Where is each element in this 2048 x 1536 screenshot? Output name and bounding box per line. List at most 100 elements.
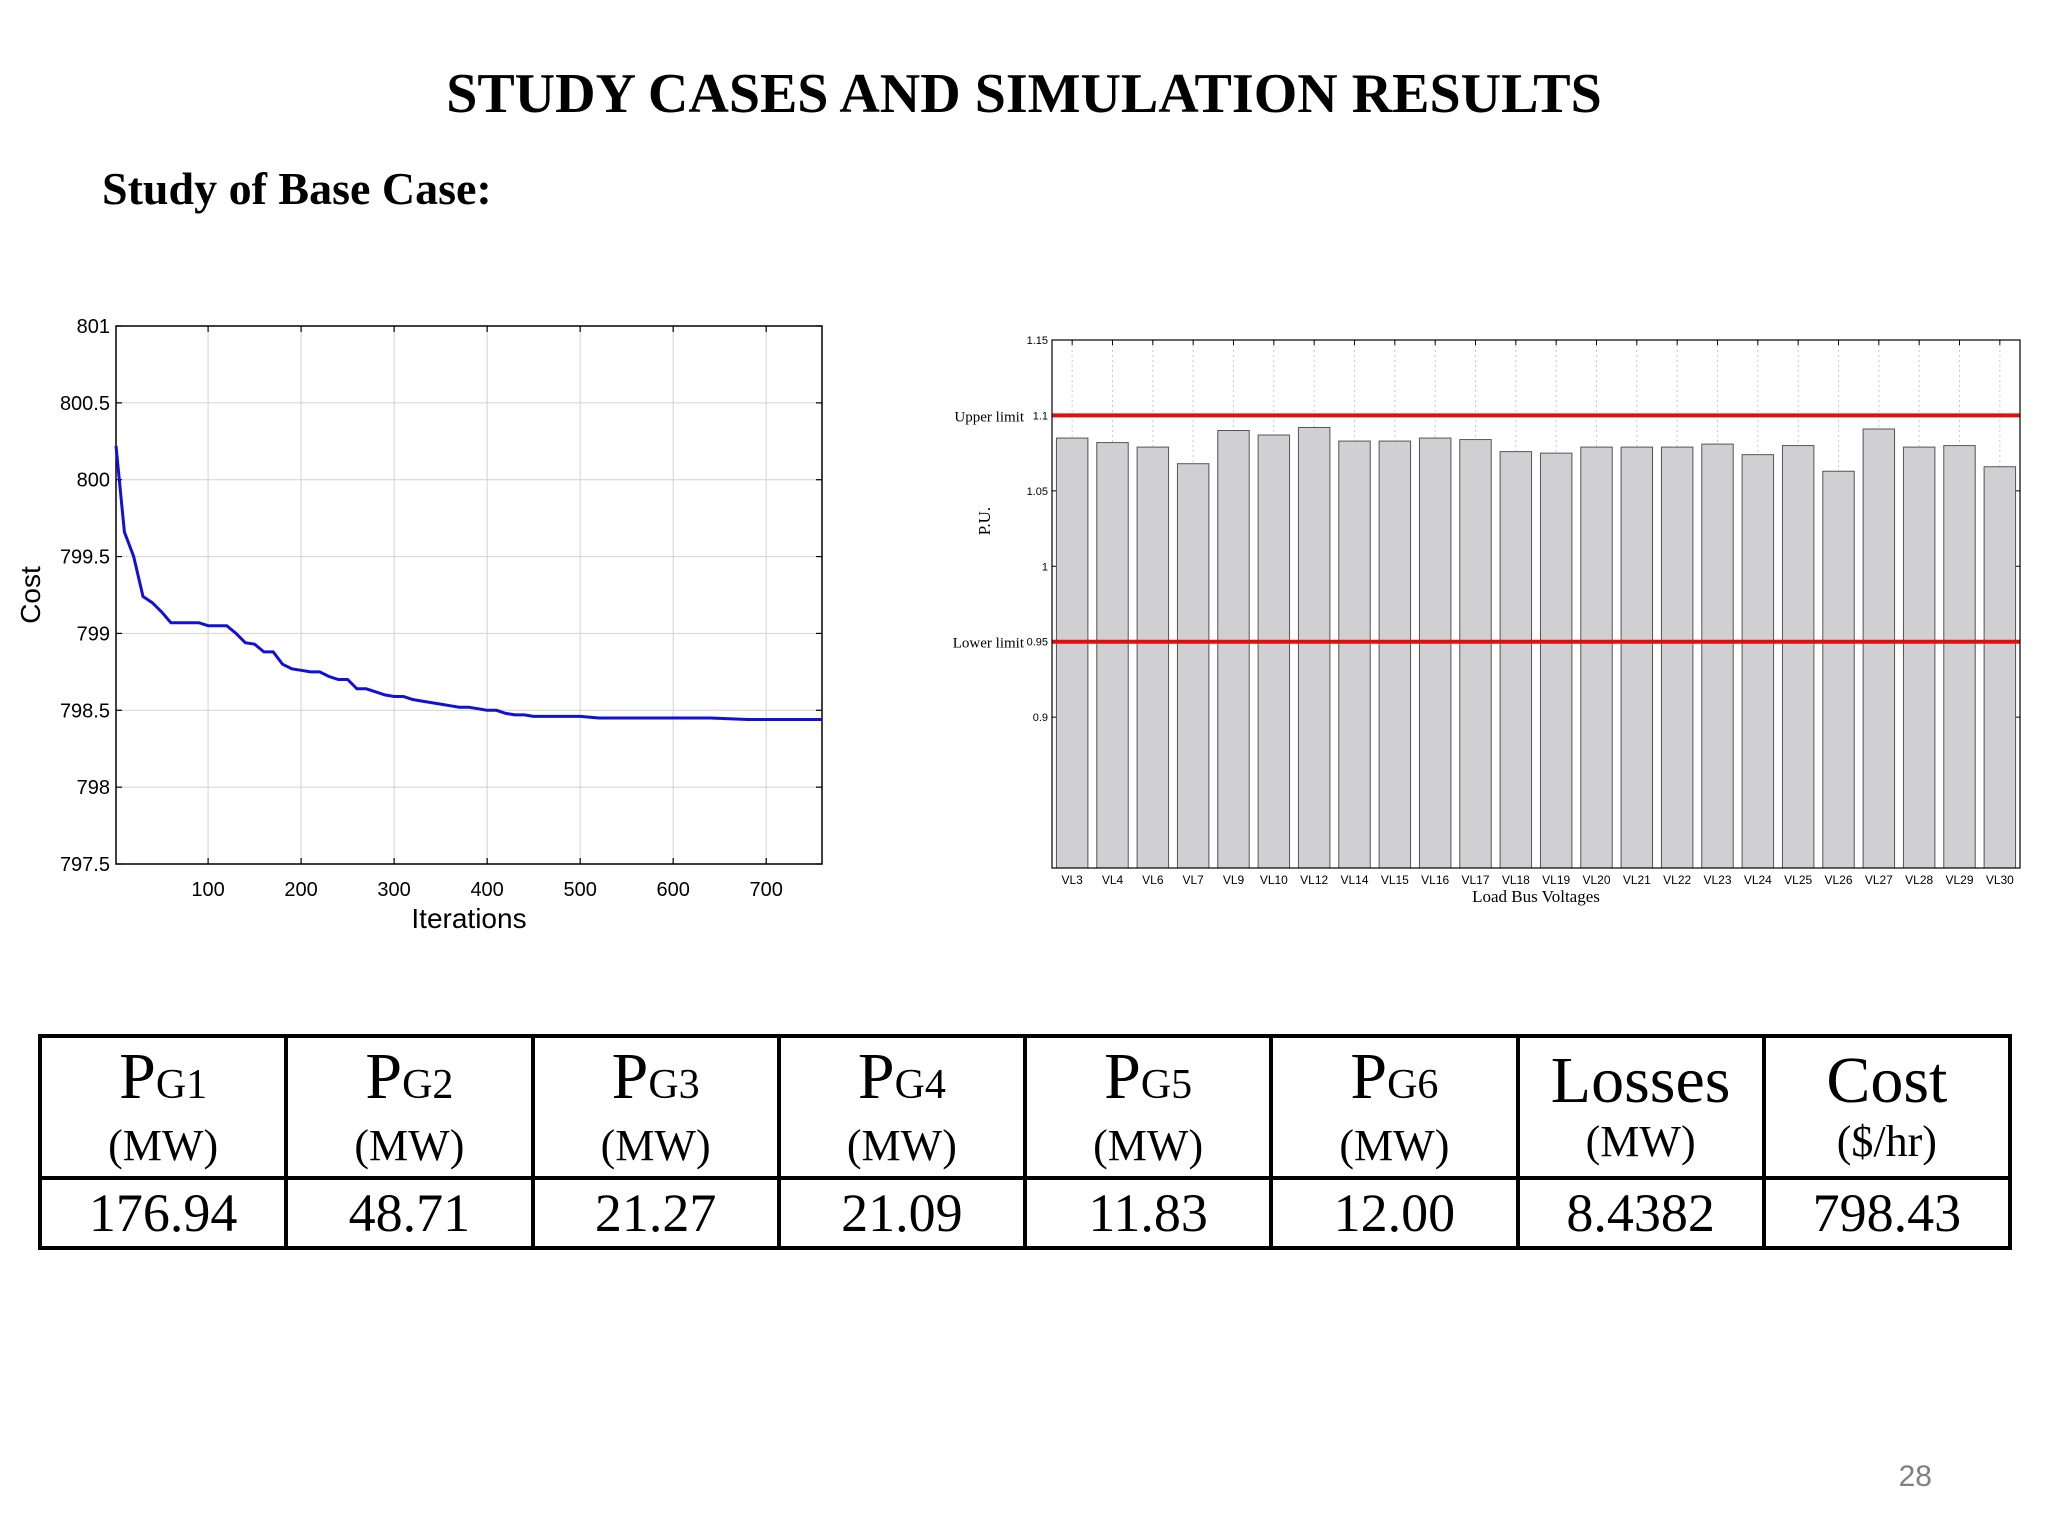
cost-series-line [114, 445, 822, 721]
header-pg4-main: P [857, 1040, 895, 1113]
x-tick-label: 700 [750, 879, 783, 901]
value-pg1: 176.94 [37, 1176, 289, 1250]
header-pg3: PG3 (MW) [530, 1034, 781, 1180]
bar-vl9 [1217, 430, 1250, 869]
header-pg4: PG4 (MW) [776, 1034, 1028, 1180]
bar-vl26 [1822, 470, 1855, 869]
header-pg5-main: P [1104, 1040, 1141, 1113]
header-pg1: PG1 (MW) [37, 1034, 289, 1180]
x-tick-label: VL28 [1905, 873, 1933, 887]
y-tick-label: 0.9 [1033, 712, 1048, 724]
value-pg4: 21.09 [776, 1176, 1028, 1250]
y-tick-label: 801 [77, 316, 110, 338]
header-pg1-unit: (MW) [108, 1121, 219, 1170]
value-cost: 798.43 [1761, 1176, 2013, 1250]
y-tick-label: 1.05 [1027, 486, 1048, 498]
bar-vl12 [1297, 426, 1331, 869]
header-pg5: PG5 (MW) [1022, 1034, 1274, 1180]
header-pg1-sub: G1 [155, 1062, 208, 1108]
bar-vl22 [1660, 446, 1694, 869]
header-cost: Cost ($/hr) [1761, 1034, 2013, 1180]
x-tick-label: VL12 [1300, 873, 1328, 887]
bar-vl7 [1176, 463, 1210, 869]
y-axis-label: P.U. [975, 507, 994, 535]
x-tick-label: 600 [656, 879, 689, 901]
header-losses: Losses (MW) [1515, 1034, 1766, 1180]
x-tick-label: VL23 [1703, 873, 1731, 887]
x-axis-label: Iterations [411, 903, 526, 934]
bar-vl24 [1741, 454, 1775, 869]
bar-vl10 [1257, 434, 1291, 869]
header-pg1-main: P [119, 1040, 156, 1113]
y-tick-label: 0.95 [1027, 637, 1048, 649]
bar-vl20 [1580, 446, 1613, 869]
bar-vl17 [1459, 439, 1492, 869]
header-pg5-sub: G5 [1140, 1062, 1193, 1108]
x-tick-label: VL29 [1945, 873, 1973, 887]
x-tick-label: VL10 [1260, 873, 1288, 887]
x-axis-label: Load Bus Voltages [1472, 887, 1600, 906]
header-pg2-main: P [365, 1040, 403, 1113]
page-number: 28 [1898, 1460, 1932, 1493]
results-table: PG1 (MW) PG2 (MW) PG3 (MW) PG4 (MW) PG5 … [37, 1034, 2013, 1250]
header-pg4-unit: (MW) [846, 1121, 957, 1170]
value-pg3: 21.27 [530, 1176, 781, 1250]
header-pg2: PG2 (MW) [284, 1034, 535, 1180]
x-tick-label: VL24 [1744, 873, 1772, 887]
x-tick-label: VL4 [1102, 873, 1124, 887]
plot-frame [115, 325, 823, 865]
x-tick-label: 300 [377, 879, 410, 901]
header-pg2-unit: (MW) [354, 1121, 465, 1170]
y-tick-label: 800.5 [60, 393, 110, 415]
table-header-row: PG1 (MW) PG2 (MW) PG3 (MW) PG4 (MW) PG5 … [37, 1034, 2013, 1180]
x-tick-label: VL27 [1865, 873, 1893, 887]
x-tick-label: VL9 [1223, 873, 1245, 887]
x-tick-label: VL7 [1182, 873, 1204, 887]
y-tick-label: 798 [77, 777, 110, 799]
y-tick-label: 798.5 [60, 700, 110, 722]
bar-vl28 [1902, 446, 1936, 869]
y-tick-label: 1.15 [1027, 335, 1048, 347]
x-tick-label: 400 [470, 879, 503, 901]
bar-vl27 [1862, 428, 1896, 869]
header-pg3-unit: (MW) [600, 1121, 711, 1170]
y-tick-label: 800 [77, 470, 110, 492]
header-losses-main: Losses [1550, 1044, 1731, 1117]
x-tick-label: VL17 [1461, 873, 1489, 887]
header-pg2-sub: G2 [402, 1062, 454, 1108]
y-tick-label: 799.5 [60, 547, 110, 569]
bar-vl21 [1620, 446, 1654, 869]
x-tick-label: VL21 [1623, 873, 1651, 887]
x-tick-label: 500 [563, 879, 596, 901]
x-tick-label: 200 [284, 879, 317, 901]
header-cost-unit: ($/hr) [1836, 1117, 1937, 1166]
value-pg6: 12.00 [1269, 1176, 1520, 1250]
bar-vl23 [1701, 443, 1734, 869]
header-losses-unit: (MW) [1585, 1117, 1696, 1166]
value-losses: 8.4382 [1515, 1176, 1766, 1250]
slide-title: STUDY CASES AND SIMULATION RESULTS [446, 63, 1602, 125]
y-tick-label: 799 [77, 623, 110, 645]
bar-vl16 [1418, 437, 1452, 869]
bar-vl25 [1781, 445, 1815, 869]
table-row: 176.94 48.71 21.27 21.09 11.83 12.00 8.4… [37, 1176, 2013, 1250]
header-pg5-unit: (MW) [1093, 1121, 1204, 1170]
header-pg6: PG6 (MW) [1269, 1034, 1520, 1180]
value-pg5: 11.83 [1022, 1176, 1274, 1250]
x-tick-label: VL30 [1986, 873, 2014, 887]
x-tick-label: VL19 [1542, 873, 1570, 887]
x-tick-label: VL6 [1142, 873, 1164, 887]
x-tick-label: 100 [191, 879, 224, 901]
header-pg6-main: P [1350, 1040, 1388, 1113]
header-pg4-sub: G4 [894, 1062, 946, 1108]
x-tick-label: VL16 [1421, 873, 1449, 887]
bar-vl3 [1055, 437, 1089, 869]
bar-vl14 [1338, 440, 1371, 869]
bar-vl29 [1943, 445, 1976, 869]
bar-vl30 [1983, 466, 2017, 869]
upper-limit-label: Upper limit [954, 409, 1024, 425]
x-tick-label: VL14 [1340, 873, 1368, 887]
x-tick-label: VL22 [1663, 873, 1691, 887]
header-pg3-main: P [611, 1040, 649, 1113]
x-tick-label: VL26 [1824, 873, 1852, 887]
